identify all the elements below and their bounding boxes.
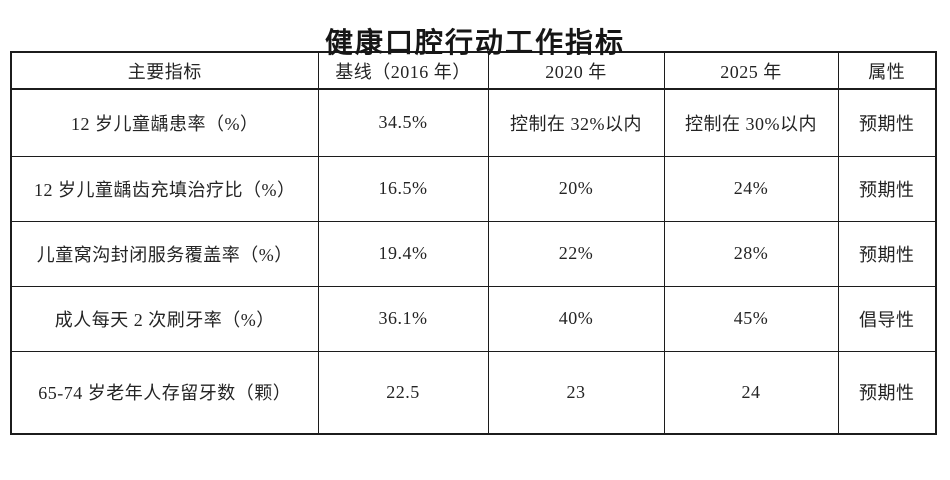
cell-target-2025: 28% — [663, 220, 839, 287]
cell-baseline: 16.5% — [317, 155, 489, 222]
cell-indicator: 12 岁儿童龋患率（%） — [10, 88, 319, 157]
cell-indicator: 儿童窝沟封闭服务覆盖率（%） — [10, 220, 319, 287]
cell-target-2025: 24% — [663, 155, 839, 222]
cell-attribute: 预期性 — [837, 155, 937, 222]
cell-indicator: 65-74 岁老年人存留牙数（颗） — [10, 350, 319, 435]
cell-attribute: 预期性 — [837, 220, 937, 287]
indicator-table: 主要指标 基线（2016 年） 2020 年 2025 年 属性 12 岁儿童龋… — [10, 51, 937, 435]
column-header-baseline: 基线（2016 年） — [317, 51, 489, 90]
cell-baseline: 34.5% — [317, 88, 489, 157]
cell-target-2020: 22% — [487, 220, 665, 287]
cell-target-2020: 20% — [487, 155, 665, 222]
cell-attribute: 倡导性 — [837, 285, 937, 352]
cell-target-2020: 23 — [487, 350, 665, 435]
cell-target-2025: 45% — [663, 285, 839, 352]
table-row: 12 岁儿童龋患率（%） 34.5% 控制在 32%以内 控制在 30%以内 预… — [10, 88, 937, 157]
cell-target-2025: 控制在 30%以内 — [663, 88, 839, 157]
cell-attribute: 预期性 — [837, 88, 937, 157]
cell-baseline: 22.5 — [317, 350, 489, 435]
column-header-attribute: 属性 — [837, 51, 937, 90]
cell-indicator: 成人每天 2 次刷牙率（%） — [10, 285, 319, 352]
table-header-row: 主要指标 基线（2016 年） 2020 年 2025 年 属性 — [10, 51, 937, 90]
column-header-2025: 2025 年 — [663, 51, 839, 90]
table-row: 65-74 岁老年人存留牙数（颗） 22.5 23 24 预期性 — [10, 350, 937, 435]
cell-indicator: 12 岁儿童龋齿充填治疗比（%） — [10, 155, 319, 222]
cell-target-2020: 40% — [487, 285, 665, 352]
cell-target-2025: 24 — [663, 350, 839, 435]
cell-target-2020: 控制在 32%以内 — [487, 88, 665, 157]
table-row: 成人每天 2 次刷牙率（%） 36.1% 40% 45% 倡导性 — [10, 285, 937, 352]
table-row: 12 岁儿童龋齿充填治疗比（%） 16.5% 20% 24% 预期性 — [10, 155, 937, 222]
cell-baseline: 36.1% — [317, 285, 489, 352]
table-row: 儿童窝沟封闭服务覆盖率（%） 19.4% 22% 28% 预期性 — [10, 220, 937, 287]
cell-baseline: 19.4% — [317, 220, 489, 287]
cell-attribute: 预期性 — [837, 350, 937, 435]
page-title: 健康口腔行动工作指标 — [324, 28, 625, 59]
column-header-indicator: 主要指标 — [10, 51, 319, 90]
